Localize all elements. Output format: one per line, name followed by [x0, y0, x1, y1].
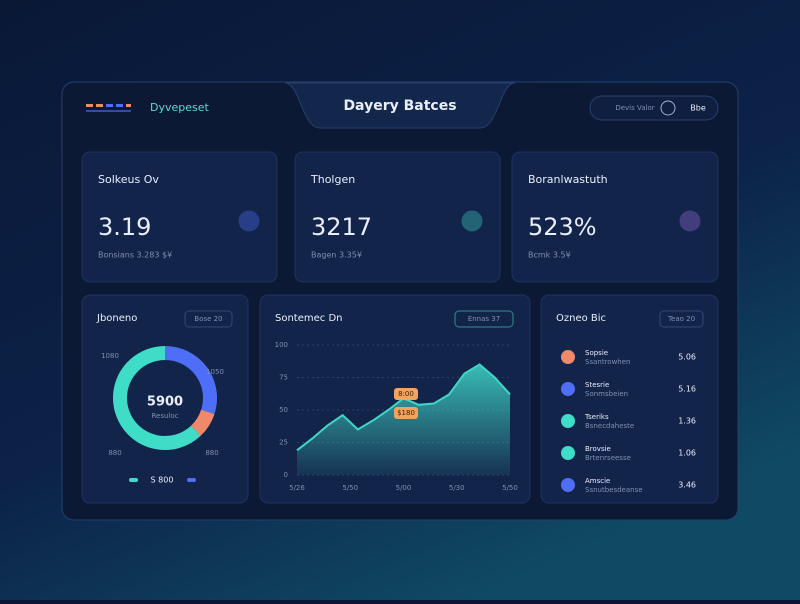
- kpi-icon: [461, 210, 483, 232]
- annotation-box: [394, 388, 418, 400]
- annotation: $180: [397, 409, 415, 417]
- donut-segment: [113, 346, 201, 450]
- kpi-label: Boranlwastuth: [528, 173, 608, 186]
- panel-title: Jboneno: [96, 313, 137, 324]
- kpi-value: 523%: [528, 213, 597, 241]
- page-title: Dayery Batces: [343, 98, 456, 114]
- annotation-box: [394, 407, 418, 419]
- list-value: 3.46: [678, 481, 696, 490]
- brand: Dyvepeset: [150, 101, 210, 114]
- card: [511, 151, 719, 283]
- donut-label: 880: [205, 449, 218, 457]
- kpi-sub: Bonsians 3.283 $¥: [98, 251, 172, 260]
- legend-swatch: [187, 478, 196, 482]
- donut-segment: [164, 346, 217, 415]
- list-label: Brovsie: [585, 445, 611, 453]
- card: [81, 294, 249, 504]
- list-dot: [561, 414, 575, 428]
- y-tick-label: 100: [275, 341, 288, 349]
- list-sub: Ssnutbesdeanse: [585, 486, 643, 494]
- list-label: Stesrie: [585, 381, 609, 389]
- user-icon[interactable]: [660, 100, 676, 116]
- donut-label: 1080: [101, 352, 119, 360]
- x-tick-label: 5/50: [502, 484, 518, 492]
- badge-label[interactable]: Bose 20: [194, 315, 222, 323]
- list-label: Sopsie: [585, 349, 608, 357]
- list-sub: Sonmsbeien: [585, 390, 628, 398]
- badge[interactable]: [659, 310, 704, 328]
- list-value: 5.16: [678, 385, 696, 394]
- annotation: 8:00: [398, 390, 414, 398]
- donut-label: 880: [108, 449, 121, 457]
- list-sub: Brtenrseesse: [585, 454, 631, 462]
- list-dot: [561, 446, 575, 460]
- list-value: 1.36: [678, 417, 696, 426]
- list-value: 5.06: [678, 353, 696, 362]
- badge-label[interactable]: Ennas 37: [468, 315, 500, 323]
- kpi-sub: Bcmk 3.5¥: [528, 251, 571, 260]
- header-action[interactable]: Bbe: [690, 104, 706, 113]
- brand-dots: [86, 104, 131, 112]
- user-name[interactable]: Devis Valor: [615, 104, 654, 112]
- badge-label[interactable]: Teao 20: [667, 315, 695, 323]
- badge[interactable]: [184, 310, 233, 328]
- donut-label: 1050: [206, 368, 224, 376]
- list-sub: Bsnecdaheste: [585, 422, 634, 430]
- panel-title: Ozneo Bic: [556, 313, 606, 324]
- badge[interactable]: [454, 310, 514, 328]
- y-tick-label: 75: [279, 374, 288, 382]
- list-dot: [561, 478, 575, 492]
- card: [294, 151, 501, 283]
- x-tick-label: 5/50: [342, 484, 358, 492]
- x-tick-label: 5/30: [449, 484, 465, 492]
- y-tick-label: 25: [279, 439, 288, 447]
- kpi-label: Tholgen: [310, 173, 355, 186]
- kpi-icon: [238, 210, 260, 232]
- legend-label: S 800: [151, 476, 174, 485]
- kpi-icon: [679, 210, 701, 232]
- y-tick-label: 0: [284, 471, 288, 479]
- header-tab: [284, 82, 516, 129]
- y-tick-label: 50: [279, 406, 288, 414]
- x-tick-label: 5/00: [396, 484, 412, 492]
- list-dot: [561, 350, 575, 364]
- x-tick-label: 5/26: [289, 484, 305, 492]
- kpi-label: Solkeus Ov: [98, 173, 159, 186]
- donut-center-sub: Resuloc: [151, 412, 178, 420]
- list-label: Amscie: [585, 477, 610, 485]
- kpi-value: 3.19: [98, 213, 151, 241]
- area-fill: [297, 364, 510, 475]
- legend-swatch: [129, 478, 138, 482]
- kpi-value: 3217: [311, 213, 372, 241]
- panel-title: Sontemec Dn: [275, 313, 343, 324]
- card: [81, 151, 278, 283]
- donut-center: 5900: [147, 395, 183, 410]
- user-pill[interactable]: [589, 95, 719, 121]
- list-sub: Ssantrowhen: [585, 358, 630, 366]
- kpi-sub: Bagen 3.35¥: [311, 251, 362, 260]
- list-dot: [561, 382, 575, 396]
- list-label: Tseriks: [584, 413, 609, 421]
- donut-segment: [190, 409, 215, 436]
- card: [540, 294, 719, 504]
- list-value: 1.06: [678, 449, 696, 458]
